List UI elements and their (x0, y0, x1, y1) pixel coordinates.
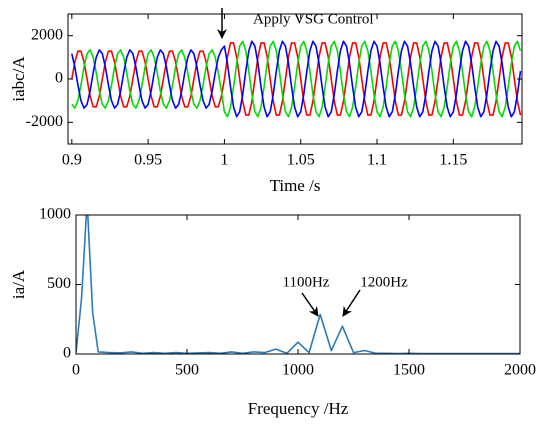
x-axis-label: Time /s (270, 176, 321, 195)
plot-area (71, 40, 522, 118)
x-tick-label: 1.15 (439, 152, 467, 169)
annotation: 1100Hz (283, 274, 330, 290)
y-tick-label: 0 (63, 345, 71, 362)
x-tick-label: 0 (72, 362, 80, 379)
y-tick-label: 1000 (39, 206, 71, 223)
annotation: Apply VSG Control (253, 11, 374, 27)
y-axis-label: iabc/A (9, 56, 28, 102)
x-tick-label: 1.1 (367, 152, 387, 169)
y-axis-label: ia/A (9, 269, 28, 299)
x-tick-label: 1.05 (287, 152, 315, 169)
y-tick-label: 0 (55, 70, 63, 87)
x-tick-label: 0.95 (134, 152, 162, 169)
data-line (71, 42, 522, 116)
y-tick-label: -2000 (26, 113, 63, 130)
annotation-arrow (301, 292, 319, 317)
x-tick-label: 1500 (393, 362, 425, 379)
x-axis-label: Frequency /Hz (248, 399, 349, 418)
x-tick-label: 500 (175, 362, 199, 379)
x-tick-label: 2000 (504, 362, 536, 379)
annotation-arrow (342, 289, 361, 317)
y-tick-label: 500 (47, 275, 71, 292)
annotation: 1200Hz (360, 274, 408, 290)
y-tick-label: 2000 (31, 26, 63, 43)
data-line (71, 40, 522, 118)
x-tick-label: 1000 (282, 362, 314, 379)
x-tick-label: 1 (220, 152, 228, 169)
x-tick-label: 0.9 (62, 152, 82, 169)
